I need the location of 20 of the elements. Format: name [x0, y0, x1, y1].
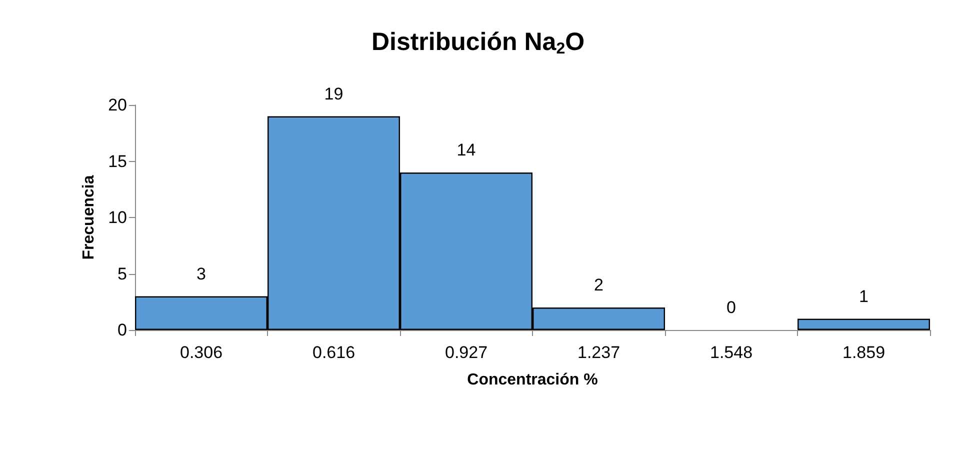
x-tick-label: 0.927 [444, 343, 488, 362]
x-tick-label: 1.548 [710, 343, 753, 362]
x-tick-label: 0.306 [180, 343, 223, 362]
x-tick-label: 0.616 [312, 343, 356, 362]
data-label: 1 [859, 286, 868, 306]
data-label: 19 [324, 84, 344, 104]
y-tick-label: 10 [108, 208, 127, 227]
y-tick-label: 15 [108, 152, 127, 171]
data-label: 3 [196, 264, 206, 284]
data-label: 2 [594, 276, 604, 294]
data-label: 14 [456, 140, 476, 160]
x-tick-label: 1.237 [577, 343, 620, 362]
bar [798, 318, 930, 330]
x-axis-title: Concentración % [467, 372, 598, 388]
y-tick-label: 20 [108, 96, 127, 114]
y-axis-title: Frecuencia [80, 175, 98, 260]
y-tick-label: 5 [118, 264, 127, 284]
y-tick-label: 0 [118, 320, 127, 340]
data-label: 0 [726, 298, 736, 317]
x-tick-label: 1.859 [842, 343, 886, 362]
